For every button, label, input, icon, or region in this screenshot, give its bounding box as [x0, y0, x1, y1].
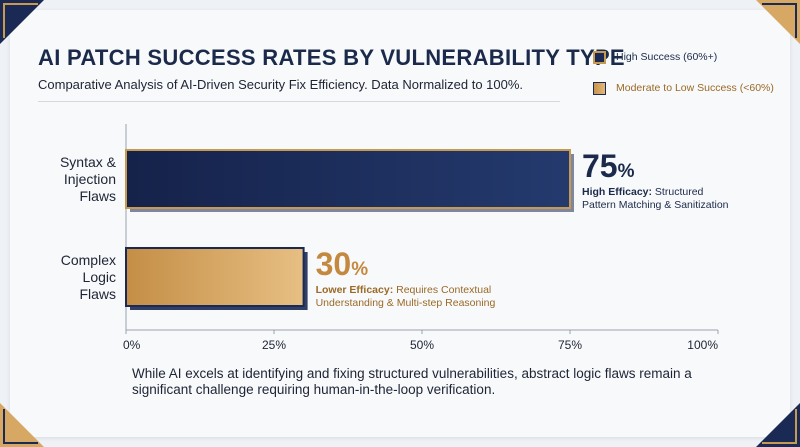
- x-tick-label: 100%: [687, 338, 718, 352]
- top-right-corner-ornament: [756, 0, 800, 44]
- x-tick-label: 0%: [123, 338, 141, 352]
- bar: [125, 247, 305, 307]
- legend-label-moderate: Moderate to Low Success (<60%): [616, 82, 774, 94]
- infographic-card: [10, 10, 790, 437]
- category-label: Complex Logic Flaws: [61, 252, 116, 302]
- header-divider: [38, 101, 560, 102]
- data-label: 30%: [316, 246, 369, 282]
- chart-title: AI PATCH SUCCESS RATES BY VULNERABILITY …: [38, 45, 625, 70]
- legend-label-high: High Success (60%+): [616, 51, 718, 63]
- legend-item-moderate: Moderate to Low Success (<60%): [593, 77, 783, 99]
- x-tick-label: 75%: [558, 338, 582, 352]
- top-left-corner-ornament: [0, 0, 44, 44]
- legend-swatch-moderate: [593, 81, 606, 95]
- category-label: Syntax & Injection Flaws: [60, 154, 117, 204]
- bar-annotation: Lower Efficacy: Requires Contextual Under…: [316, 284, 496, 309]
- data-label: 75%: [582, 148, 635, 184]
- bottom-left-corner-ornament: [0, 403, 44, 447]
- x-tick-label: 50%: [410, 338, 434, 352]
- bottom-right-corner-ornament: [756, 403, 800, 447]
- chart-subtitle: Comparative Analysis of AI-Driven Securi…: [38, 77, 524, 92]
- bar-annotation: High Efficacy: Structured Pattern Matchin…: [582, 186, 729, 211]
- chart-footnote: While AI excels at identifying and fixin…: [132, 366, 692, 397]
- bar: [125, 149, 571, 209]
- legend-swatch-high: [593, 50, 606, 64]
- legend-item-high: High Success (60%+): [593, 46, 783, 68]
- x-tick-label: 25%: [262, 338, 286, 352]
- chart-legend: High Success (60%+) Moderate to Low Succ…: [593, 46, 783, 108]
